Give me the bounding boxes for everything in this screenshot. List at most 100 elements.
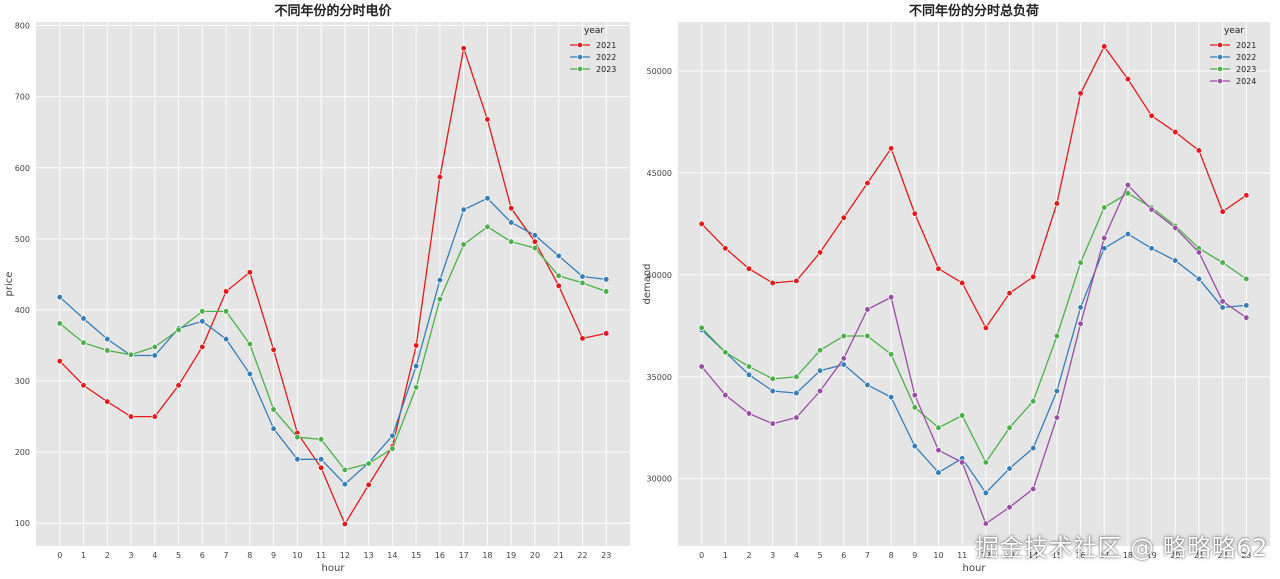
chart-0-point-2021 xyxy=(460,45,467,52)
chart-0-point-2021 xyxy=(246,269,253,276)
chart-1-point-2024 xyxy=(745,410,753,417)
chart-1-point-2023 xyxy=(1030,398,1037,405)
chart-0-point-2023 xyxy=(484,223,491,230)
chart-1-x-tick-label: 22 xyxy=(1218,551,1228,560)
chart-1-point-2023 xyxy=(982,459,989,466)
chart-1-y-tick-label: 50000 xyxy=(647,67,672,76)
chart-0-point-2023 xyxy=(80,339,87,346)
chart-1-point-2024 xyxy=(722,391,729,399)
chart-1-point-2023 xyxy=(745,363,753,370)
chart-1-point-2022 xyxy=(1195,275,1203,283)
chart-0-point-2021 xyxy=(199,343,206,351)
chart-0-point-2021 xyxy=(222,288,230,295)
chart-0-point-2021 xyxy=(531,238,539,245)
chart-1-legend-label-2023: 2023 xyxy=(1236,65,1256,74)
chart-0-point-2022 xyxy=(222,335,230,343)
chart-0-point-2023 xyxy=(579,279,586,287)
chart-0-point-2021 xyxy=(151,413,158,420)
chart-0-legend-marker-2022 xyxy=(577,54,583,60)
chart-0-legend-label-2021: 2021 xyxy=(596,41,616,50)
chart-0-x-tick-label: 14 xyxy=(387,551,397,560)
chart-1-point-2024 xyxy=(911,391,918,399)
chart-0-point-2023 xyxy=(246,340,253,348)
chart-1-point-2021 xyxy=(769,279,776,287)
chart-1-point-2021 xyxy=(840,214,847,221)
chart-1-x-tick-label: 6 xyxy=(841,551,846,560)
chart-1-x-tick-label: 17 xyxy=(1099,551,1109,560)
chart-1-x-tick-label: 11 xyxy=(957,551,967,560)
chart-1-point-2023 xyxy=(1219,259,1226,266)
chart-0-point-2023 xyxy=(175,326,182,334)
chart-0-title: 不同年份的分时电价 xyxy=(274,3,392,19)
chart-0-point-2023 xyxy=(508,238,515,245)
chart-0-series-line-2021 xyxy=(59,48,607,526)
chart-1-point-2022 xyxy=(1053,387,1061,395)
chart-1-point-2022 xyxy=(840,361,847,368)
chart-0-x-tick-label: 19 xyxy=(506,551,516,560)
chart-0-point-2022 xyxy=(555,252,562,260)
chart-0-point-2023 xyxy=(603,288,610,295)
chart-1-point-2024 xyxy=(1172,224,1179,232)
chart-0-point-2022 xyxy=(460,206,467,213)
chart-1-point-2024 xyxy=(887,294,895,301)
chart-1-point-2024 xyxy=(793,414,800,421)
chart-1-legend-label-2021: 2021 xyxy=(1236,41,1256,50)
chart-0-point-2021 xyxy=(579,335,586,342)
chart-0-point-2022 xyxy=(294,456,301,463)
chart-0-legend-label-2022: 2022 xyxy=(596,53,616,62)
chart-1-point-2021 xyxy=(1006,290,1013,297)
chart-0-point-2023 xyxy=(270,406,277,413)
chart-0-point-2022 xyxy=(436,276,444,284)
chart-1-point-2024 xyxy=(959,459,966,466)
chart-1-point-2021 xyxy=(982,324,989,331)
chart-0-point-2021 xyxy=(56,357,63,365)
chart-1-point-2022 xyxy=(935,469,942,476)
chart-1-point-2021 xyxy=(1077,90,1084,97)
chart-1-point-2022 xyxy=(745,371,753,378)
chart-1-x-tick-label: 5 xyxy=(818,551,823,560)
chart-0-point-2021 xyxy=(484,116,491,123)
chart-1-point-2022 xyxy=(793,389,800,397)
chart-1-point-2022 xyxy=(769,387,776,395)
chart-1-point-2024 xyxy=(1243,314,1250,321)
chart-1-point-2024 xyxy=(982,520,989,527)
chart-1-point-2022 xyxy=(1077,304,1084,311)
chart-0-point-2021 xyxy=(341,520,349,528)
chart-1-x-tick-label: 10 xyxy=(933,551,943,560)
chart-1-point-2024 xyxy=(1124,181,1132,189)
chart-1-x-tick-label: 23 xyxy=(1241,551,1251,560)
chart-1-point-2021 xyxy=(1030,273,1037,281)
chart-1-point-2024 xyxy=(1219,298,1226,305)
chart-0-point-2023 xyxy=(531,244,539,252)
chart-1-point-2022 xyxy=(982,489,989,497)
chart-0-y-tick-label: 600 xyxy=(15,164,30,173)
chart-0-point-2021 xyxy=(104,398,111,405)
chart-0-x-tick-label: 11 xyxy=(316,551,326,560)
chart-1-x-tick-label: 14 xyxy=(1028,551,1038,560)
chart-1-point-2024 xyxy=(1077,320,1084,327)
chart-1-point-2021 xyxy=(1195,147,1203,154)
chart-1-legend-title: year xyxy=(1224,26,1244,36)
chart-1-y-tick-label: 40000 xyxy=(647,271,672,280)
chart-0-point-2023 xyxy=(460,241,467,248)
chart-1-y-axis-label: demand xyxy=(642,263,653,304)
chart-1-x-axis-label: hour xyxy=(963,563,987,574)
chart-1-point-2021 xyxy=(722,245,729,252)
chart-0-point-2021 xyxy=(127,413,135,420)
chart-1-x-tick-label: 13 xyxy=(1004,551,1014,560)
chart-1-point-2024 xyxy=(840,355,847,362)
chart-0-point-2022 xyxy=(270,425,277,432)
chart-0-point-2023 xyxy=(127,351,135,358)
chart-1-point-2023 xyxy=(1124,190,1132,197)
chart-0-x-tick-label: 20 xyxy=(530,551,540,560)
chart-0-x-tick-label: 16 xyxy=(435,551,445,560)
chart-0-x-tick-label: 10 xyxy=(292,551,302,560)
chart-1-point-2022 xyxy=(1243,302,1250,309)
chart-1-y-tick-label: 30000 xyxy=(647,475,672,484)
chart-1-point-2023 xyxy=(1077,259,1084,266)
chart-0-x-tick-label: 13 xyxy=(364,551,374,560)
chart-1-point-2024 xyxy=(698,363,705,370)
chart-1-point-2023 xyxy=(840,332,847,340)
chart-1-plot-area xyxy=(678,22,1270,546)
chart-1-legend-marker-2021 xyxy=(1217,42,1223,48)
